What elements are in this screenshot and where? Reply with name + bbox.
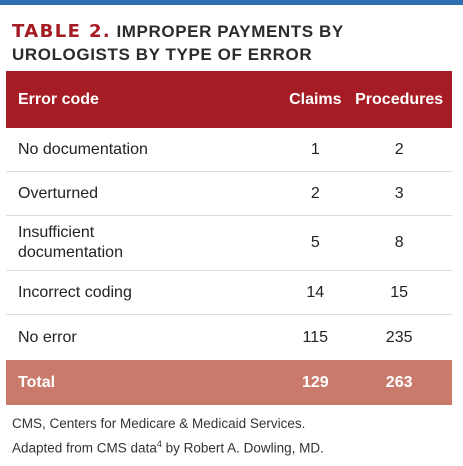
caption-reference-number: 4 [156, 439, 162, 449]
procedures-cell: 3 [346, 171, 452, 216]
table-row: Insufficient documentation 5 8 [6, 215, 452, 271]
caption-source-text: Adapted from CMS data [12, 440, 157, 456]
top-accent-bar [0, 0, 463, 5]
procedures-cell: 8 [346, 215, 452, 271]
table-row: Incorrect coding 14 15 [6, 270, 452, 315]
caption-source: Adapted from CMS data4 by Robert A. Dowl… [12, 434, 452, 459]
claims-cell: 2 [284, 171, 347, 216]
procedures-cell: 15 [346, 270, 452, 315]
column-header-procedures: Procedures [355, 90, 444, 108]
table-number: TABLE 2. [12, 21, 112, 42]
claims-cell: 115 [302, 328, 329, 346]
error-code-cell: No documentation [6, 128, 285, 172]
table-title: TABLE 2. IMPROPER PAYMENTS BY UROLOGISTS… [12, 20, 452, 66]
caption-source-author: by Robert A. Dowling, MD. [161, 440, 324, 456]
procedures-cell: 2 [346, 128, 452, 172]
total-row: Total 129 263 [6, 360, 452, 405]
claims-cell: 14 [284, 270, 347, 315]
table-row: No error 115 235 [6, 315, 452, 361]
caption-abbreviation: CMS, Centers for Medicare & Medicaid Ser… [12, 416, 306, 431]
error-code-cell: No error [18, 328, 77, 346]
table-title-text: IMPROPER PAYMENTS BY UROLOGISTS BY TYPE … [12, 22, 344, 64]
total-label: Total [6, 360, 285, 405]
column-header-claims: Claims [289, 90, 342, 108]
total-claims: 129 [284, 360, 347, 405]
error-code-cell: Insufficient documentation [6, 215, 285, 271]
error-code-cell: Overturned [6, 171, 285, 216]
procedures-cell: 235 [385, 328, 413, 346]
table-row: No documentation 1 2 [6, 128, 452, 172]
improper-payments-table: Error code Claims Procedures No document… [6, 71, 452, 405]
column-header-error-code: Error code [18, 90, 99, 108]
table-header-row: Error code Claims Procedures [6, 71, 452, 128]
error-code-cell: Incorrect coding [6, 270, 285, 315]
total-procedures: 263 [346, 360, 452, 405]
claims-cell: 5 [284, 215, 347, 271]
table-row: Overturned 2 3 [6, 171, 452, 216]
table-caption: CMS, Centers for Medicare & Medicaid Ser… [12, 414, 452, 459]
claims-cell: 1 [284, 128, 347, 172]
